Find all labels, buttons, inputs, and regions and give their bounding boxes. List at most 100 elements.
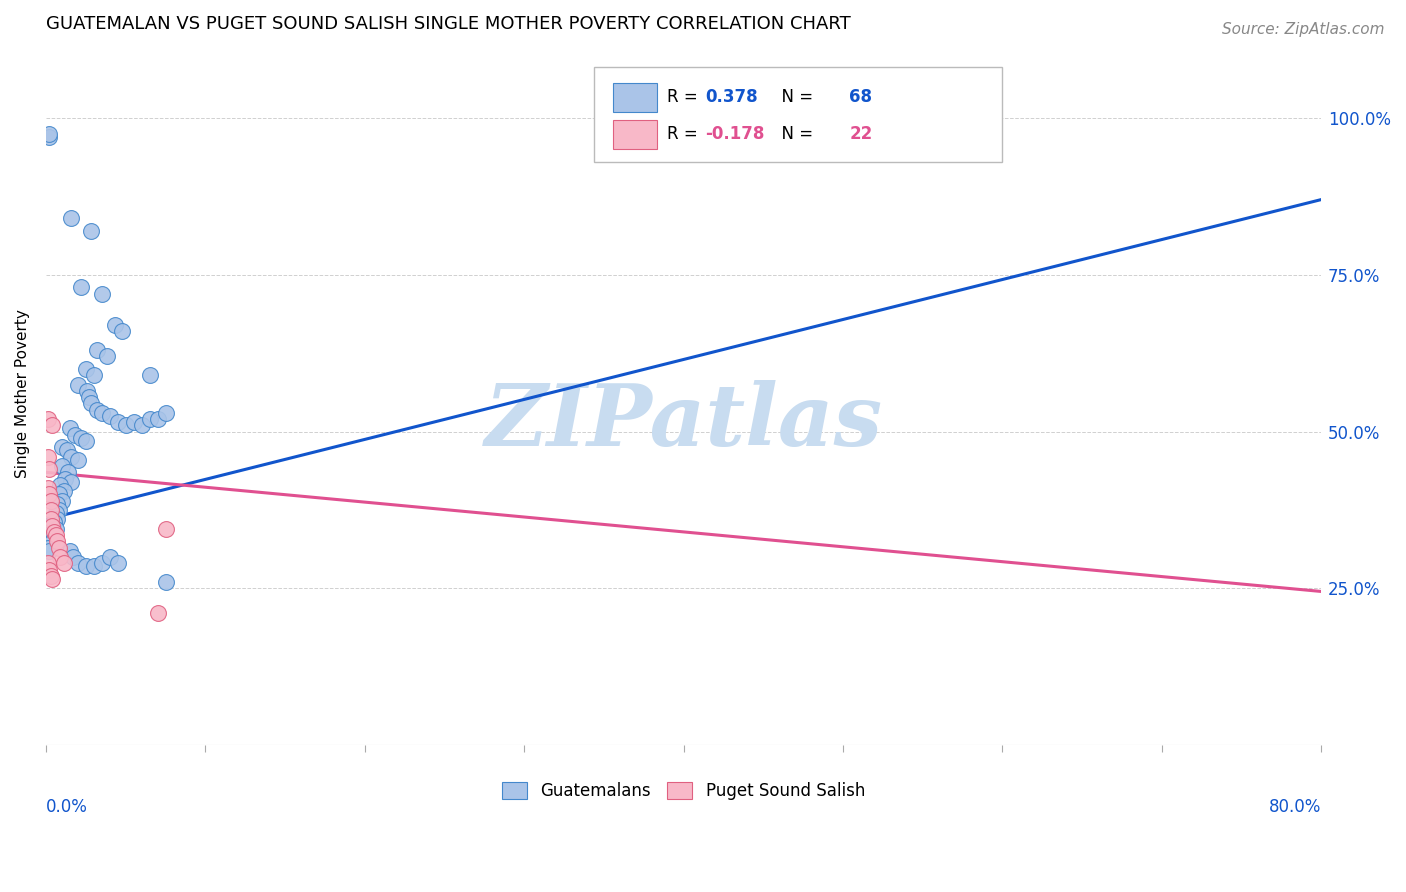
Legend: Guatemalans, Puget Sound Salish: Guatemalans, Puget Sound Salish: [495, 775, 872, 807]
Point: [41, 418, 63, 433]
Point: [98, 409, 121, 423]
Text: 80.0%: 80.0%: [1268, 797, 1322, 815]
Point: [44, 506, 66, 520]
Point: [146, 607, 169, 621]
Point: [41, 572, 63, 586]
Point: [38, 487, 60, 501]
FancyBboxPatch shape: [613, 83, 657, 112]
Point: [107, 415, 129, 429]
Text: N =: N =: [772, 125, 818, 144]
Point: [138, 368, 160, 383]
Point: [63, 427, 86, 442]
Point: [41, 534, 63, 549]
Point: [46, 534, 69, 549]
Point: [111, 324, 134, 338]
Point: [96, 349, 118, 363]
Point: [75, 362, 97, 376]
Point: [52, 556, 75, 570]
Point: [44, 522, 66, 536]
Point: [131, 418, 153, 433]
Point: [53, 472, 76, 486]
Text: 22: 22: [849, 125, 873, 144]
Text: R =: R =: [666, 125, 703, 144]
Text: R =: R =: [666, 88, 703, 106]
Point: [38, 541, 60, 555]
Point: [59, 421, 82, 435]
Point: [55, 443, 77, 458]
Point: [155, 522, 177, 536]
Point: [60, 450, 83, 464]
Point: [49, 549, 72, 564]
Point: [51, 440, 73, 454]
Point: [107, 556, 129, 570]
Point: [83, 559, 105, 574]
Point: [49, 478, 72, 492]
Point: [66, 452, 89, 467]
Point: [38, 537, 60, 551]
Point: [58, 466, 80, 480]
Text: 0.378: 0.378: [706, 88, 758, 106]
Point: [38, 127, 60, 141]
Point: [37, 412, 59, 426]
Text: 0.0%: 0.0%: [46, 797, 87, 815]
Point: [38, 562, 60, 576]
Point: [39, 503, 62, 517]
Point: [48, 503, 70, 517]
Text: -0.178: -0.178: [706, 125, 765, 144]
Text: ZIPatlas: ZIPatlas: [485, 380, 883, 464]
Point: [70, 431, 93, 445]
Point: [41, 518, 63, 533]
Point: [37, 450, 59, 464]
Point: [86, 343, 108, 357]
Point: [51, 458, 73, 473]
Point: [38, 462, 60, 476]
Point: [90, 406, 112, 420]
Point: [37, 481, 59, 495]
Point: [46, 497, 69, 511]
Point: [51, 493, 73, 508]
Point: [98, 549, 121, 564]
Point: [66, 377, 89, 392]
Point: [37, 556, 59, 570]
Point: [155, 406, 177, 420]
Point: [48, 487, 70, 501]
Point: [39, 493, 62, 508]
Point: [39, 537, 62, 551]
Point: [138, 412, 160, 426]
Point: [114, 418, 136, 433]
Point: [79, 224, 101, 238]
Point: [42, 524, 65, 539]
Point: [44, 528, 66, 542]
Point: [155, 575, 177, 590]
FancyBboxPatch shape: [595, 68, 1002, 162]
Point: [66, 556, 89, 570]
Point: [77, 390, 100, 404]
Point: [46, 512, 69, 526]
Point: [38, 130, 60, 145]
Text: GUATEMALAN VS PUGET SOUND SALISH SINGLE MOTHER POVERTY CORRELATION CHART: GUATEMALAN VS PUGET SOUND SALISH SINGLE …: [46, 15, 851, 33]
Y-axis label: Single Mother Poverty: Single Mother Poverty: [15, 310, 30, 478]
Point: [38, 543, 60, 558]
Point: [83, 368, 105, 383]
Point: [39, 531, 62, 545]
Point: [52, 484, 75, 499]
Text: 68: 68: [849, 88, 872, 106]
Point: [122, 415, 145, 429]
Point: [86, 402, 108, 417]
Point: [42, 516, 65, 530]
Point: [103, 318, 125, 332]
Point: [59, 543, 82, 558]
Point: [90, 556, 112, 570]
Point: [42, 528, 65, 542]
Text: Source: ZipAtlas.com: Source: ZipAtlas.com: [1222, 22, 1385, 37]
Point: [76, 384, 98, 398]
Point: [39, 512, 62, 526]
Point: [75, 434, 97, 448]
Point: [39, 568, 62, 582]
Point: [146, 412, 169, 426]
FancyBboxPatch shape: [613, 120, 657, 149]
Point: [60, 475, 83, 489]
Point: [48, 541, 70, 555]
Point: [39, 541, 62, 555]
Point: [41, 524, 63, 539]
